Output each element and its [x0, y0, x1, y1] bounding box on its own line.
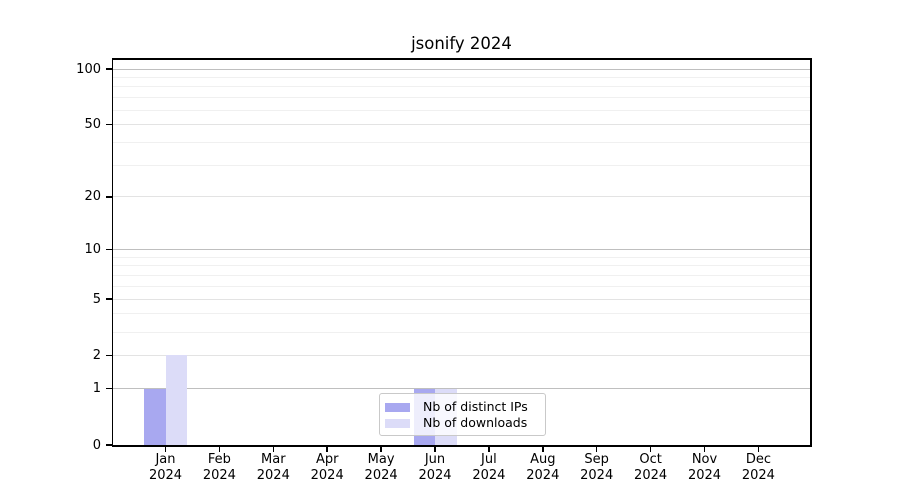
gridline-minor [113, 76, 810, 78]
x-tick-label: Jun 2024 [418, 452, 452, 483]
x-axis-tick [434, 446, 436, 452]
bar-distinct-ips-jan [144, 388, 166, 445]
chart-title: jsonify 2024 [411, 34, 512, 53]
spine-right [810, 58, 812, 447]
gridline-minor [113, 275, 810, 277]
gridline-minor [113, 265, 810, 267]
x-tick-label: Aug 2024 [526, 452, 560, 483]
x-tick-label: Nov 2024 [687, 452, 722, 483]
x-axis-tick [218, 446, 221, 452]
gridline-labeled [113, 196, 810, 198]
y-axis-tick [106, 196, 112, 198]
gridline-minor [113, 97, 810, 99]
y-tick-label: 1 [92, 381, 101, 397]
gridline-minor [113, 256, 810, 258]
legend-item: Nb of distinct IPs [385, 399, 539, 415]
gridline-minor [113, 109, 810, 111]
y-axis-tick [106, 387, 112, 390]
x-tick-label: Dec 2024 [741, 452, 775, 483]
legend-label: Nb of downloads [423, 415, 528, 430]
gridline-minor [113, 164, 810, 166]
x-axis-tick [542, 446, 544, 452]
y-axis-tick [106, 354, 112, 357]
x-tick-label: Jan 2024 [148, 452, 183, 483]
y-tick-label: 10 [84, 242, 101, 258]
y-tick-label: 2 [92, 347, 101, 363]
gridline-labeled [113, 298, 810, 300]
x-axis-tick [757, 446, 760, 452]
gridline-minor [113, 285, 810, 287]
y-tick-label: 5 [92, 291, 101, 307]
y-axis-tick [106, 444, 112, 446]
gridline-minor [113, 313, 810, 315]
legend-swatch-distinct-ips [385, 402, 410, 412]
gridline-major [113, 249, 810, 251]
gridline-major [113, 388, 810, 390]
x-axis-tick [649, 446, 652, 452]
gridline-labeled [113, 354, 810, 356]
gridline-labeled [113, 124, 810, 126]
legend: Nb of distinct IPs Nb of downloads [379, 393, 546, 436]
bar-downloads-jan [165, 355, 187, 445]
x-axis-tick [488, 446, 490, 452]
legend-label: Nb of distinct IPs [423, 399, 528, 414]
x-tick-label: Mar 2024 [256, 452, 290, 483]
spine-left [111, 58, 114, 447]
x-tick-label: Oct 2024 [634, 452, 668, 483]
x-tick-label: May 2024 [364, 452, 398, 483]
x-axis-tick [380, 446, 382, 452]
spine-bottom [111, 445, 812, 447]
gridline-minor [113, 331, 810, 333]
x-axis-tick [326, 446, 328, 452]
gridline-minor [113, 141, 810, 143]
y-axis-tick [106, 68, 112, 70]
x-axis-tick [703, 446, 706, 452]
y-tick-label: 0 [92, 437, 101, 453]
y-axis-tick [106, 298, 112, 300]
y-tick-label: 50 [84, 117, 101, 133]
gridline-major [113, 68, 810, 70]
y-tick-label: 100 [76, 61, 101, 77]
x-axis-tick [595, 446, 598, 452]
x-tick-label: Jul 2024 [472, 452, 506, 483]
x-tick-label: Feb 2024 [202, 452, 236, 483]
gridline-minor [113, 86, 810, 88]
y-axis-tick [106, 123, 112, 126]
plot-area [113, 60, 810, 445]
y-tick-label: 20 [84, 189, 101, 205]
spine-top [111, 58, 812, 60]
x-axis-tick [272, 446, 275, 452]
y-axis-tick [106, 248, 112, 251]
legend-item: Nb of downloads [385, 415, 539, 431]
x-axis-tick [164, 446, 167, 452]
x-tick-label: Apr 2024 [310, 452, 344, 483]
legend-swatch-downloads [385, 418, 410, 428]
x-tick-label: Sep 2024 [580, 452, 614, 483]
